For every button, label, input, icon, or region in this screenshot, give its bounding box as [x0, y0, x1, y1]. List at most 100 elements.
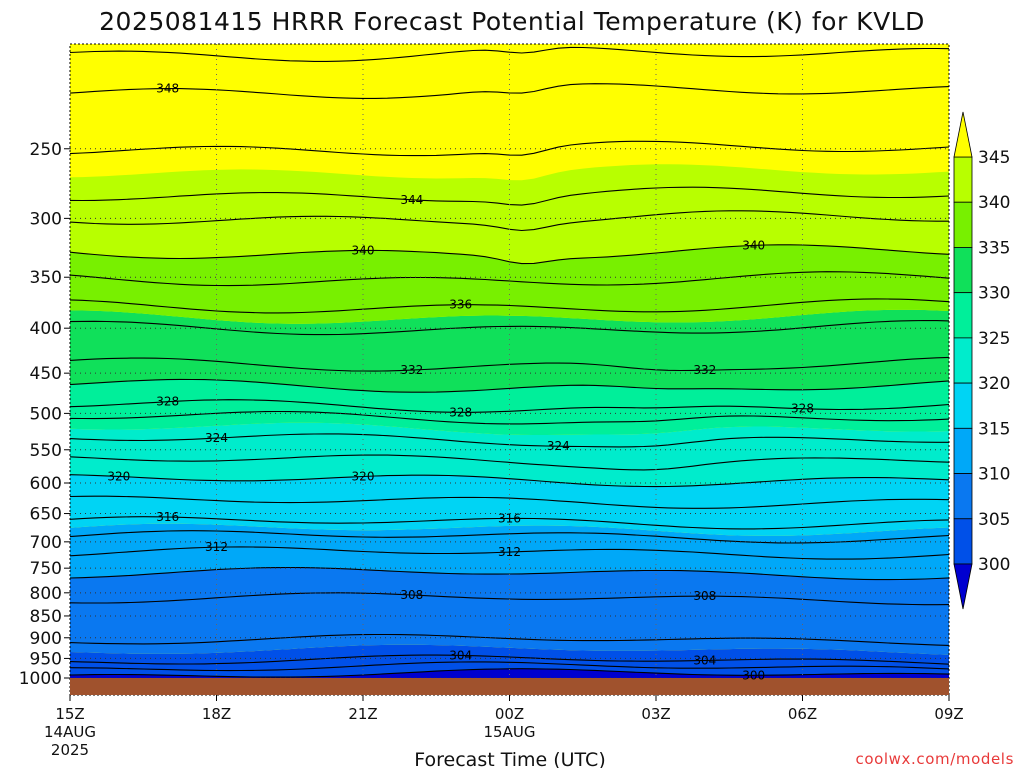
- credit-link[interactable]: coolwx.com/models: [856, 750, 1015, 768]
- colorbar-swatch: [953, 156, 973, 203]
- contour-302: [70, 661, 949, 672]
- contour-label: 340: [352, 243, 375, 257]
- contour-label-text: 320: [352, 470, 375, 484]
- contour-label-text: 312: [205, 540, 228, 554]
- x-tick-label: 21Z: [348, 705, 377, 723]
- y-tick-label: 900: [30, 629, 62, 649]
- colorbar-swatch: [953, 518, 973, 565]
- y-tick-label: 700: [30, 533, 62, 553]
- colorbar-tick-label: 340: [978, 193, 1010, 213]
- x-tick-label: 09Z: [934, 705, 963, 723]
- contour-label: 304: [693, 654, 716, 668]
- colorbar-tick-label: 330: [978, 284, 1010, 304]
- y-tick-label: 950: [30, 649, 62, 669]
- x-axis-label: Forecast Time (UTC): [414, 749, 605, 768]
- contour-316: [70, 516, 949, 530]
- colorbar-tick-label: 325: [978, 329, 1010, 349]
- colorbar-top-arrow: [953, 111, 973, 158]
- band-325-330: [70, 379, 949, 435]
- x-tick-label: 18Z: [202, 705, 231, 723]
- contour-338: [70, 271, 949, 287]
- contour-label-text: 336: [449, 298, 472, 312]
- y-axis: 2503003504004505005506006507007508008509…: [19, 140, 70, 689]
- contour-label: 312: [498, 545, 521, 559]
- contour-label-text: 324: [205, 431, 228, 445]
- contour-label: 348: [156, 82, 179, 96]
- contour-label: 336: [449, 298, 472, 312]
- contour-label: 332: [693, 363, 716, 377]
- contour-312: [70, 546, 949, 560]
- contour-322: [70, 454, 949, 471]
- x-tick-label: 00Z: [495, 705, 524, 723]
- contour-label-text: 328: [156, 395, 179, 409]
- contour-label-text: 316: [156, 510, 179, 524]
- contour-label: 320: [352, 470, 375, 484]
- contour-label: 328: [791, 402, 814, 416]
- contour-labels: 348 344 340 340 336 332 332 328 328 328 324 324 320 3…: [107, 82, 814, 683]
- contour-334: [70, 319, 949, 336]
- contour-label-text: 344: [400, 193, 423, 207]
- y-tick-label: 350: [30, 268, 62, 288]
- contour-346: [70, 140, 949, 157]
- contour-label-text: 332: [400, 363, 423, 377]
- colorbar-tick-label: 305: [978, 510, 1010, 530]
- ground-bar: [70, 678, 949, 695]
- contour-label: 340: [742, 238, 765, 252]
- colorbar-swatch: [953, 337, 973, 384]
- contour-label: 344: [400, 193, 423, 207]
- y-tick-label: 300: [30, 209, 62, 229]
- contour-label-text: 332: [693, 363, 716, 377]
- colorbar-swatch: [953, 247, 973, 294]
- contour-326: [70, 410, 949, 425]
- contour-label-text: 308: [400, 588, 423, 602]
- colorbar-bottom-arrow: [953, 563, 973, 610]
- contour-label: 324: [547, 439, 570, 453]
- contour-label: 304: [449, 648, 472, 662]
- y-tick-label: 850: [30, 607, 62, 627]
- contour-label-text: 328: [449, 405, 472, 419]
- band-305-310: [70, 567, 949, 655]
- x-tick-sublabel: 2025: [51, 741, 89, 759]
- y-tick-label: 650: [30, 505, 62, 525]
- y-tick-label: 250: [30, 140, 62, 160]
- band-330-335: [70, 309, 949, 393]
- colorbar-swatch: [953, 473, 973, 520]
- colorbar-tick-label: 315: [978, 419, 1010, 439]
- contour-label: 328: [449, 405, 472, 419]
- contour-label-text: 304: [449, 648, 472, 662]
- x-tick-sublabel: 15AUG: [484, 723, 536, 741]
- colorbar-swatch: [953, 382, 973, 429]
- x-tick-sublabel: 14AUG: [44, 723, 96, 741]
- contour-336: [70, 298, 949, 314]
- colorbar-swatch: [953, 201, 973, 248]
- contour-label: 332: [400, 363, 423, 377]
- y-tick-label: 1000: [19, 669, 62, 689]
- colorbar-tick-label: 320: [978, 374, 1010, 394]
- y-tick-label: 400: [30, 319, 62, 339]
- colorbar-tick-label: 335: [978, 238, 1010, 258]
- contour-label: 308: [693, 589, 716, 603]
- contour-label: 312: [205, 540, 228, 554]
- contour-label-text: 324: [547, 439, 570, 453]
- contour-lines: [70, 46, 949, 678]
- colorbar-tick-label: 345: [978, 148, 1010, 168]
- contour-label-text: 328: [791, 402, 814, 416]
- contour-label-text: 300: [742, 668, 765, 682]
- contour-label: 308: [400, 588, 423, 602]
- band-315-320: [70, 474, 949, 536]
- contour-label: 300: [742, 668, 765, 682]
- contour-label-text: 308: [693, 589, 716, 603]
- contour-label-text: 304: [693, 654, 716, 668]
- contour-label: 324: [205, 431, 228, 445]
- contour-label-text: 340: [352, 243, 375, 257]
- y-tick-label: 800: [30, 584, 62, 604]
- ground-surface: [70, 678, 949, 695]
- y-tick-label: 500: [30, 404, 62, 424]
- colorbar-tick-label: 310: [978, 465, 1010, 485]
- contour-label: 316: [156, 510, 179, 524]
- chart-title: 2025081415 HRRR Forecast Potential Tempe…: [99, 7, 925, 36]
- x-tick-label: 15Z: [55, 705, 84, 723]
- y-tick-label: 750: [30, 559, 62, 579]
